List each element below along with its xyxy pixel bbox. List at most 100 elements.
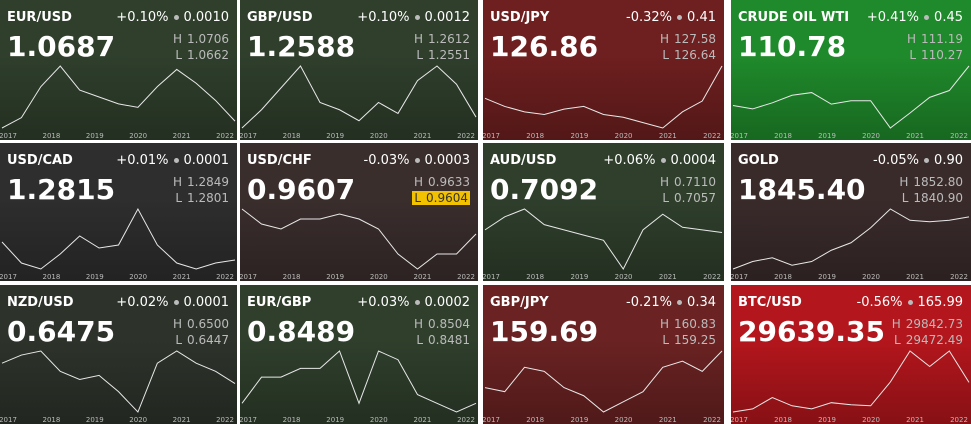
low-label: L: [909, 48, 916, 62]
year-label: 2017: [483, 273, 500, 281]
low-label: L: [901, 191, 909, 205]
year-label: 2022: [950, 416, 968, 424]
year-label: 2021: [413, 273, 431, 281]
year-label: 2019: [570, 273, 588, 281]
change-value: 0.0010: [183, 10, 230, 25]
year-label: 2018: [774, 273, 792, 281]
change-percent: +0.03%: [357, 295, 410, 310]
year-label: 2018: [526, 273, 544, 281]
year-label: 2018: [283, 273, 301, 281]
quote-tile: AUD/USD +0.06% 0.0004 0.7092 H 0.7110 L 0.7057 2…: [483, 143, 724, 281]
change: -0.32% 0.41: [626, 10, 716, 25]
high-value: 160.83: [674, 317, 716, 331]
high-value: 1.0706: [187, 32, 229, 46]
separator-dot: [677, 15, 683, 20]
symbol: USD/JPY: [490, 10, 550, 25]
quote-tile: GOLD -0.05% 0.90 1845.40 H 1852.80 L 1840.90 201…: [731, 143, 971, 281]
price: 29639.35: [738, 315, 886, 348]
change-percent: +0.01%: [116, 153, 169, 168]
year-label: 2019: [86, 132, 104, 140]
sparkline: 2017 2018 2019 2020 2021 2022: [0, 65, 236, 140]
low-label: L: [894, 333, 901, 347]
change-percent: +0.06%: [603, 153, 656, 168]
high: H 1.2612: [414, 32, 470, 46]
low: L 1840.90: [902, 191, 963, 205]
year-label: 2021: [413, 132, 431, 140]
sparkline: 2017 2018 2019 2020 2021 2022: [240, 350, 477, 424]
quote-tile: EUR/GBP +0.03% 0.0002 0.8489 H 0.8504 L 0.8481 2…: [240, 285, 478, 424]
low-value: 126.64: [674, 48, 716, 62]
low: L 126.64: [662, 48, 716, 62]
high: H 111.19: [907, 32, 963, 46]
low: L 1.0662: [175, 48, 229, 62]
high-label: H: [413, 175, 423, 189]
price: 0.9607: [247, 173, 356, 206]
change-percent: +0.02%: [116, 295, 169, 310]
year-label: 2017: [240, 273, 257, 281]
change: -0.21% 0.34: [626, 295, 716, 310]
low-label: L: [662, 48, 669, 62]
separator-dot: [173, 300, 179, 305]
low: L 29472.49: [894, 333, 963, 347]
change-value: 0.0004: [670, 153, 717, 168]
change-value: 0.34: [687, 295, 716, 310]
year-label: 2022: [950, 132, 968, 140]
year-label: 2017: [0, 273, 17, 281]
low: L 0.8481: [416, 333, 470, 347]
high: H 0.6500: [173, 317, 229, 331]
high-label: H: [172, 317, 182, 331]
price-line: [484, 208, 723, 270]
symbol: CRUDE OIL WTI: [738, 10, 850, 25]
year-label: 2017: [483, 416, 500, 424]
year-label: 2018: [42, 273, 60, 281]
change-value: 0.0001: [183, 153, 230, 168]
price: 0.8489: [247, 315, 356, 348]
symbol: EUR/GBP: [247, 295, 312, 310]
year-label: 2017: [0, 416, 17, 424]
change: -0.03% 0.0003: [364, 153, 471, 168]
year-label: 2022: [703, 416, 721, 424]
year-label: 2019: [326, 416, 344, 424]
low: L 159.25: [662, 333, 716, 347]
quote-tile: USD/CHF -0.03% 0.0003 0.9607 H 0.9633 L 0.9604 2…: [240, 143, 478, 281]
separator-dot: [677, 300, 683, 305]
year-label: 2020: [370, 273, 388, 281]
year-label: 2021: [173, 132, 191, 140]
change-percent: -0.21%: [626, 295, 673, 310]
year-label: 2022: [216, 273, 234, 281]
year-label: 2021: [659, 132, 677, 140]
year-label: 2019: [86, 416, 104, 424]
high-label: H: [172, 175, 182, 189]
price: 159.69: [490, 315, 599, 348]
year-label: 2019: [570, 132, 588, 140]
change: +0.41% 0.45: [867, 10, 963, 25]
price: 0.6475: [7, 315, 116, 348]
year-label: 2017: [731, 416, 748, 424]
separator-dot: [414, 158, 420, 163]
price: 1845.40: [738, 173, 866, 206]
change-value: 0.41: [687, 10, 716, 25]
price-line: [732, 65, 970, 129]
change-percent: +0.10%: [357, 10, 410, 25]
change: -0.05% 0.90: [873, 153, 963, 168]
low-value: 1.2551: [428, 48, 470, 62]
change: +0.10% 0.0010: [116, 10, 229, 25]
year-label: 2020: [129, 273, 147, 281]
price-line: [1, 65, 236, 129]
year-label: 2019: [818, 416, 836, 424]
high-value: 0.6500: [187, 317, 229, 331]
high: H 29842.73: [892, 317, 963, 331]
year-label: 2018: [283, 416, 301, 424]
low-label: L: [175, 191, 182, 205]
high-label: H: [906, 32, 916, 46]
quote-tile: USD/CAD +0.01% 0.0001 1.2815 H 1.2849 L 1.2801 2…: [0, 143, 237, 281]
low-value: 0.6447: [187, 333, 229, 347]
year-label: 2020: [129, 132, 147, 140]
change-value: 0.45: [934, 10, 963, 25]
symbol: GBP/USD: [247, 10, 313, 25]
change: +0.10% 0.0012: [357, 10, 470, 25]
year-label: 2018: [283, 132, 301, 140]
low-value: 29472.49: [905, 333, 963, 347]
separator-dot: [414, 15, 420, 20]
